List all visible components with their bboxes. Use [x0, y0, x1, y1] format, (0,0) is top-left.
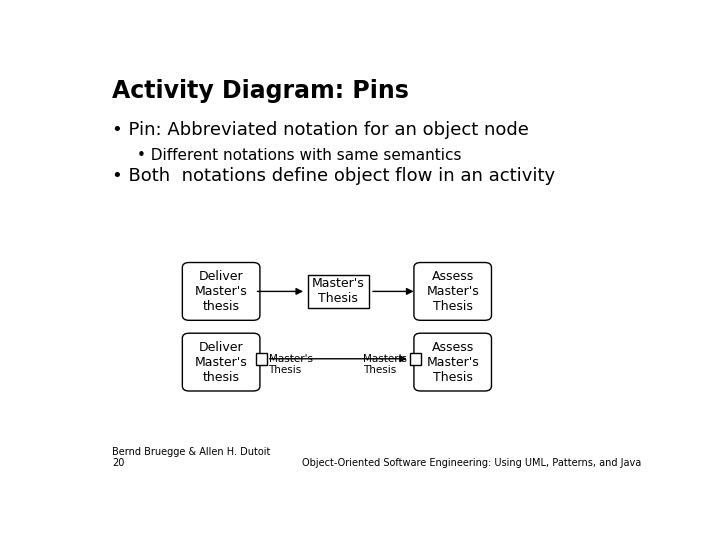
Text: Assess
Master's
Thesis: Assess Master's Thesis: [426, 270, 479, 313]
Bar: [410, 353, 421, 365]
FancyBboxPatch shape: [414, 262, 492, 320]
FancyBboxPatch shape: [414, 333, 492, 391]
Text: • Pin: Abbreviated notation for an object node: • Pin: Abbreviated notation for an objec…: [112, 121, 529, 139]
Text: Master's
Thesis: Master's Thesis: [312, 278, 365, 306]
Text: Deliver
Master's
thesis: Deliver Master's thesis: [194, 270, 248, 313]
FancyBboxPatch shape: [182, 333, 260, 391]
Text: Activity Diagram: Pins: Activity Diagram: Pins: [112, 79, 409, 103]
Text: • Different notations with same semantics: • Different notations with same semantic…: [138, 148, 462, 163]
Text: Deliver
Master's
thesis: Deliver Master's thesis: [194, 341, 248, 383]
Text: Assess
Master's
Thesis: Assess Master's Thesis: [426, 341, 479, 383]
Bar: [307, 275, 369, 308]
Text: • Both  notations define object flow in an activity: • Both notations define object flow in a…: [112, 167, 555, 185]
Text: Master's
Thesis: Master's Thesis: [364, 354, 408, 375]
Text: Master's
Thesis: Master's Thesis: [269, 354, 312, 375]
FancyBboxPatch shape: [182, 262, 260, 320]
Text: Object-Oriented Software Engineering: Using UML, Patterns, and Java: Object-Oriented Software Engineering: Us…: [302, 458, 642, 468]
Text: Bernd Bruegge & Allen H. Dutoit
20: Bernd Bruegge & Allen H. Dutoit 20: [112, 447, 271, 468]
Bar: [256, 353, 267, 365]
